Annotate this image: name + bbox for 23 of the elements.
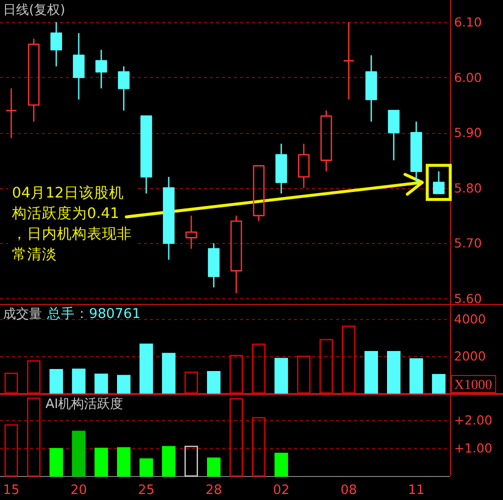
y-tick-label: 5.60 bbox=[454, 290, 482, 306]
y-tick-label: 5.70 bbox=[454, 236, 482, 251]
x-tick-label: 20 bbox=[70, 483, 88, 498]
y-tick-label: 6.00 bbox=[454, 70, 482, 85]
x-tick-label: 02 bbox=[272, 483, 290, 498]
x-tick-label: 28 bbox=[205, 483, 222, 498]
y-tick-label: +2.00 bbox=[454, 412, 492, 428]
y-tick-label: 2000 bbox=[454, 348, 486, 364]
y-tick-label: +1.00 bbox=[454, 440, 492, 456]
x-tick-label: 08 bbox=[340, 483, 358, 498]
x-tick-label: 25 bbox=[138, 483, 155, 498]
y-axis-title: X1000 bbox=[454, 378, 492, 393]
chart-title: 成交量 bbox=[3, 306, 42, 322]
y-tick-label: 6.10 bbox=[454, 14, 482, 30]
y-tick-label: 5.80 bbox=[454, 180, 482, 196]
annotation: 04月12日该股机构活跃度为0.41，日内机构表现非常清淡 bbox=[12, 185, 132, 263]
x-tick-label: 15 bbox=[2, 483, 20, 498]
chart-subtitle: 总手：980761 bbox=[46, 306, 141, 322]
chart-title: 日线(复权) bbox=[3, 3, 66, 18]
chart-title: AI机构活跃度 bbox=[46, 396, 124, 412]
y-tick-label: 4000 bbox=[454, 311, 486, 326]
y-tick-label: 5.90 bbox=[454, 125, 482, 140]
x-tick-label: 11 bbox=[408, 483, 425, 498]
